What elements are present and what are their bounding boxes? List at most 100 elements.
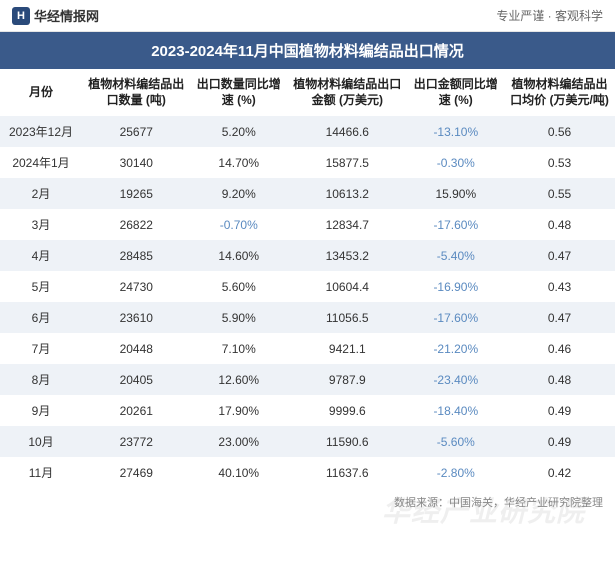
col-amt-growth-header: 出口金额同比增速 (%) bbox=[408, 69, 504, 116]
table-row: 3月26822-0.70%12834.7-17.60%0.48 bbox=[0, 209, 615, 240]
cell-qty-growth: 7.10% bbox=[191, 333, 287, 364]
cell-qty-growth: -0.70% bbox=[191, 209, 287, 240]
col-qty-header: 植物材料编结品出口数量 (吨) bbox=[82, 69, 191, 116]
cell-price: 0.55 bbox=[504, 178, 615, 209]
cell-amt: 10604.4 bbox=[287, 271, 408, 302]
cell-amt: 15877.5 bbox=[287, 147, 408, 178]
cell-qty: 20405 bbox=[82, 364, 191, 395]
table-row: 2023年12月256775.20%14466.6-13.10%0.56 bbox=[0, 116, 615, 147]
table-row: 2024年1月3014014.70%15877.5-0.30%0.53 bbox=[0, 147, 615, 178]
cell-month: 7月 bbox=[0, 333, 82, 364]
cell-amt: 10613.2 bbox=[287, 178, 408, 209]
cell-month: 5月 bbox=[0, 271, 82, 302]
cell-qty: 20261 bbox=[82, 395, 191, 426]
cell-qty-growth: 5.60% bbox=[191, 271, 287, 302]
export-table-wrap: 月份 植物材料编结品出口数量 (吨) 出口数量同比增速 (%) 植物材料编结品出… bbox=[0, 69, 615, 488]
cell-amt: 11637.6 bbox=[287, 457, 408, 488]
cell-amt-growth: -17.60% bbox=[408, 209, 504, 240]
cell-amt: 13453.2 bbox=[287, 240, 408, 271]
cell-price: 0.49 bbox=[504, 395, 615, 426]
table-row: 5月247305.60%10604.4-16.90%0.43 bbox=[0, 271, 615, 302]
logo-icon: H bbox=[12, 7, 30, 25]
table-row: 10月2377223.00%11590.6-5.60%0.49 bbox=[0, 426, 615, 457]
cell-amt-growth: -21.20% bbox=[408, 333, 504, 364]
cell-qty: 28485 bbox=[82, 240, 191, 271]
table-row: 8月2040512.60%9787.9-23.40%0.48 bbox=[0, 364, 615, 395]
cell-month: 2023年12月 bbox=[0, 116, 82, 147]
cell-price: 0.43 bbox=[504, 271, 615, 302]
cell-amt-growth: -0.30% bbox=[408, 147, 504, 178]
tagline: 专业严谨 · 客观科学 bbox=[496, 7, 603, 24]
cell-qty: 20448 bbox=[82, 333, 191, 364]
cell-qty: 26822 bbox=[82, 209, 191, 240]
cell-month: 9月 bbox=[0, 395, 82, 426]
table-row: 6月236105.90%11056.5-17.60%0.47 bbox=[0, 302, 615, 333]
cell-month: 2月 bbox=[0, 178, 82, 209]
logo-text: 华经情报网 bbox=[34, 6, 99, 25]
cell-amt-growth: -5.40% bbox=[408, 240, 504, 271]
cell-price: 0.47 bbox=[504, 240, 615, 271]
cell-amt-growth: -2.80% bbox=[408, 457, 504, 488]
cell-amt: 11056.5 bbox=[287, 302, 408, 333]
cell-price: 0.49 bbox=[504, 426, 615, 457]
col-month-header: 月份 bbox=[0, 69, 82, 116]
cell-qty-growth: 5.90% bbox=[191, 302, 287, 333]
page-title: 2023-2024年11月中国植物材料编结品出口情况 bbox=[0, 32, 615, 69]
cell-month: 4月 bbox=[0, 240, 82, 271]
cell-qty: 25677 bbox=[82, 116, 191, 147]
cell-qty: 30140 bbox=[82, 147, 191, 178]
logo-area: H 华经情报网 bbox=[12, 6, 99, 25]
cell-amt-growth: -13.10% bbox=[408, 116, 504, 147]
cell-month: 10月 bbox=[0, 426, 82, 457]
cell-amt-growth: -17.60% bbox=[408, 302, 504, 333]
cell-qty-growth: 17.90% bbox=[191, 395, 287, 426]
cell-qty-growth: 5.20% bbox=[191, 116, 287, 147]
table-row: 7月204487.10%9421.1-21.20%0.46 bbox=[0, 333, 615, 364]
cell-price: 0.48 bbox=[504, 364, 615, 395]
cell-amt-growth: 15.90% bbox=[408, 178, 504, 209]
cell-price: 0.53 bbox=[504, 147, 615, 178]
cell-amt: 9787.9 bbox=[287, 364, 408, 395]
table-header-row: 月份 植物材料编结品出口数量 (吨) 出口数量同比增速 (%) 植物材料编结品出… bbox=[0, 69, 615, 116]
cell-qty: 24730 bbox=[82, 271, 191, 302]
cell-price: 0.46 bbox=[504, 333, 615, 364]
cell-price: 0.42 bbox=[504, 457, 615, 488]
cell-amt: 12834.7 bbox=[287, 209, 408, 240]
cell-qty-growth: 9.20% bbox=[191, 178, 287, 209]
cell-amt: 9421.1 bbox=[287, 333, 408, 364]
cell-qty: 19265 bbox=[82, 178, 191, 209]
cell-qty-growth: 23.00% bbox=[191, 426, 287, 457]
cell-amt: 9999.6 bbox=[287, 395, 408, 426]
cell-qty: 23610 bbox=[82, 302, 191, 333]
export-table: 月份 植物材料编结品出口数量 (吨) 出口数量同比增速 (%) 植物材料编结品出… bbox=[0, 69, 615, 488]
cell-qty-growth: 14.60% bbox=[191, 240, 287, 271]
cell-amt-growth: -23.40% bbox=[408, 364, 504, 395]
table-row: 11月2746940.10%11637.6-2.80%0.42 bbox=[0, 457, 615, 488]
cell-qty-growth: 14.70% bbox=[191, 147, 287, 178]
cell-price: 0.56 bbox=[504, 116, 615, 147]
header-bar: H 华经情报网 专业严谨 · 客观科学 bbox=[0, 0, 615, 32]
cell-month: 3月 bbox=[0, 209, 82, 240]
col-price-header: 植物材料编结品出口均价 (万美元/吨) bbox=[504, 69, 615, 116]
cell-price: 0.48 bbox=[504, 209, 615, 240]
cell-month: 2024年1月 bbox=[0, 147, 82, 178]
cell-month: 11月 bbox=[0, 457, 82, 488]
cell-qty: 23772 bbox=[82, 426, 191, 457]
cell-amt: 11590.6 bbox=[287, 426, 408, 457]
cell-qty-growth: 12.60% bbox=[191, 364, 287, 395]
cell-month: 8月 bbox=[0, 364, 82, 395]
cell-price: 0.47 bbox=[504, 302, 615, 333]
table-row: 2月192659.20%10613.215.90%0.55 bbox=[0, 178, 615, 209]
table-row: 4月2848514.60%13453.2-5.40%0.47 bbox=[0, 240, 615, 271]
col-amt-header: 植物材料编结品出口金额 (万美元) bbox=[287, 69, 408, 116]
cell-amt: 14466.6 bbox=[287, 116, 408, 147]
cell-amt-growth: -16.90% bbox=[408, 271, 504, 302]
footer-source: 数据来源：中国海关，华经产业研究院整理 bbox=[0, 488, 615, 510]
cell-qty-growth: 40.10% bbox=[191, 457, 287, 488]
cell-amt-growth: -18.40% bbox=[408, 395, 504, 426]
table-row: 9月2026117.90%9999.6-18.40%0.49 bbox=[0, 395, 615, 426]
cell-month: 6月 bbox=[0, 302, 82, 333]
cell-amt-growth: -5.60% bbox=[408, 426, 504, 457]
cell-qty: 27469 bbox=[82, 457, 191, 488]
col-qty-growth-header: 出口数量同比增速 (%) bbox=[191, 69, 287, 116]
